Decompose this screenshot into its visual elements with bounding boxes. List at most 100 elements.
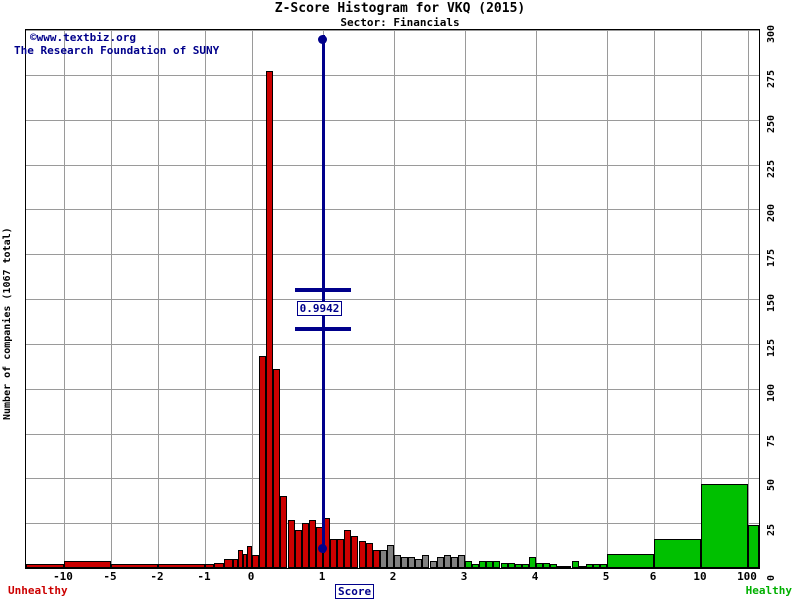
gridline-vertical (64, 30, 65, 568)
x-axis-tick-label: 1 (318, 570, 326, 583)
histogram-bar (450, 557, 458, 568)
x-axis-tick-label: 0 (247, 570, 255, 583)
histogram-bar (365, 542, 373, 568)
y-axis-tick-label: 250 (766, 114, 777, 133)
histogram-bar (158, 564, 205, 568)
marker-bracket-bottom (294, 327, 351, 331)
histogram-bar (351, 535, 359, 568)
gridline-vertical (748, 30, 749, 568)
histogram-bar (111, 564, 158, 568)
histogram-bar (599, 564, 607, 568)
histogram-bars (26, 30, 759, 568)
histogram-bar (287, 519, 295, 568)
y-axis-tick-label: 275 (766, 69, 777, 88)
gridline-horizontal (26, 119, 759, 121)
y-axis-tick-label: 225 (766, 159, 777, 178)
gridline-vertical (252, 30, 253, 568)
histogram-bar (422, 555, 430, 568)
marker-bracket-top (294, 288, 351, 292)
y-axis-tick-label: 125 (766, 338, 777, 357)
gridline-horizontal (26, 433, 759, 435)
histogram-bar (557, 566, 565, 568)
marker-bottom-dot[interactable] (318, 544, 328, 553)
histogram-bar (472, 564, 480, 568)
x-axis-tick-label: 2 (389, 570, 397, 583)
histogram-bar (301, 523, 309, 568)
histogram-bar (592, 564, 600, 568)
histogram-bar (500, 562, 508, 568)
x-axis-title: Score (335, 584, 375, 599)
marker-value-label: 0.9942 (296, 301, 343, 316)
gridline-horizontal (26, 209, 759, 211)
y-axis-tick-label: 300 (766, 24, 777, 43)
histogram-bar (337, 539, 345, 568)
histogram-bar (486, 560, 494, 568)
gridline-horizontal (26, 388, 759, 390)
x-axis-tick-label: 4 (531, 570, 539, 583)
credit-line-2: The Research Foundation of SUNY (14, 44, 220, 57)
credit-line-1: ©www.textbiz.org (30, 31, 136, 44)
gridline-vertical (465, 30, 466, 568)
x-axis-tick-label: -2 (150, 570, 164, 583)
histogram-bar (571, 560, 579, 568)
histogram-bar (514, 564, 522, 568)
histogram-bar (550, 564, 558, 568)
x-axis-tick-label: 3 (460, 570, 468, 583)
histogram-bar (214, 562, 224, 568)
histogram-bar (536, 562, 544, 568)
histogram-bar (408, 557, 416, 568)
y-axis-tick-label: 75 (766, 434, 777, 447)
gridline-horizontal (26, 254, 759, 256)
gridline-horizontal (26, 523, 759, 525)
y-axis-tick-label: 200 (766, 204, 777, 223)
histogram-bar (465, 560, 473, 568)
histogram-bar (308, 519, 316, 568)
histogram-bar (528, 557, 536, 568)
histogram-bar (237, 550, 243, 568)
y-axis-title: Number of companies (1067 total) (2, 227, 13, 420)
chart-subtitle: Sector: Financials (340, 16, 460, 29)
gridline-vertical (654, 30, 655, 568)
histogram-bar (233, 559, 238, 568)
histogram-bar (273, 368, 281, 568)
y-axis-tick-label: 0 (766, 574, 777, 581)
histogram-bar (330, 539, 338, 568)
histogram-bar (247, 546, 252, 568)
histogram-bar (401, 557, 409, 568)
histogram-bar (415, 559, 423, 568)
histogram-bar (564, 566, 572, 568)
x-axis-tick-label: 100 (737, 570, 757, 583)
y-axis-tick-label: 100 (766, 383, 777, 402)
histogram-bar (259, 356, 267, 568)
histogram-bar (372, 550, 380, 568)
histogram-bar (280, 496, 288, 568)
histogram-bar (701, 483, 748, 568)
gridline-vertical (205, 30, 206, 568)
gridline-horizontal (26, 343, 759, 345)
histogram-bar (436, 557, 444, 568)
histogram-bar (443, 555, 451, 568)
histogram-bar (479, 560, 487, 568)
plot-area: 0.9942 (25, 29, 760, 569)
histogram-bar (358, 541, 366, 568)
legend-healthy: Healthy (745, 584, 792, 597)
histogram-bar (252, 555, 260, 568)
histogram-bar (429, 560, 437, 568)
histogram-bar (344, 530, 352, 568)
gridline-vertical (607, 30, 608, 568)
marker-vertical-line[interactable] (321, 35, 325, 553)
histogram-bar (266, 71, 274, 568)
chart-title: Z-Score Histogram for VKQ (2015) (274, 1, 526, 16)
gridline-horizontal (26, 164, 759, 166)
histogram-bar (386, 544, 394, 568)
x-axis-tick-label: 6 (649, 570, 657, 583)
histogram-bar (748, 524, 759, 568)
gridline-vertical (701, 30, 702, 568)
marker-top-dot[interactable] (318, 35, 328, 44)
x-axis-tick-label: 10 (693, 570, 707, 583)
legend-unhealthy: Unhealthy (8, 584, 68, 597)
gridline-vertical (111, 30, 112, 568)
histogram-bar (294, 530, 302, 568)
y-axis-tick-label: 150 (766, 293, 777, 312)
x-axis-tick-label: 5 (602, 570, 610, 583)
